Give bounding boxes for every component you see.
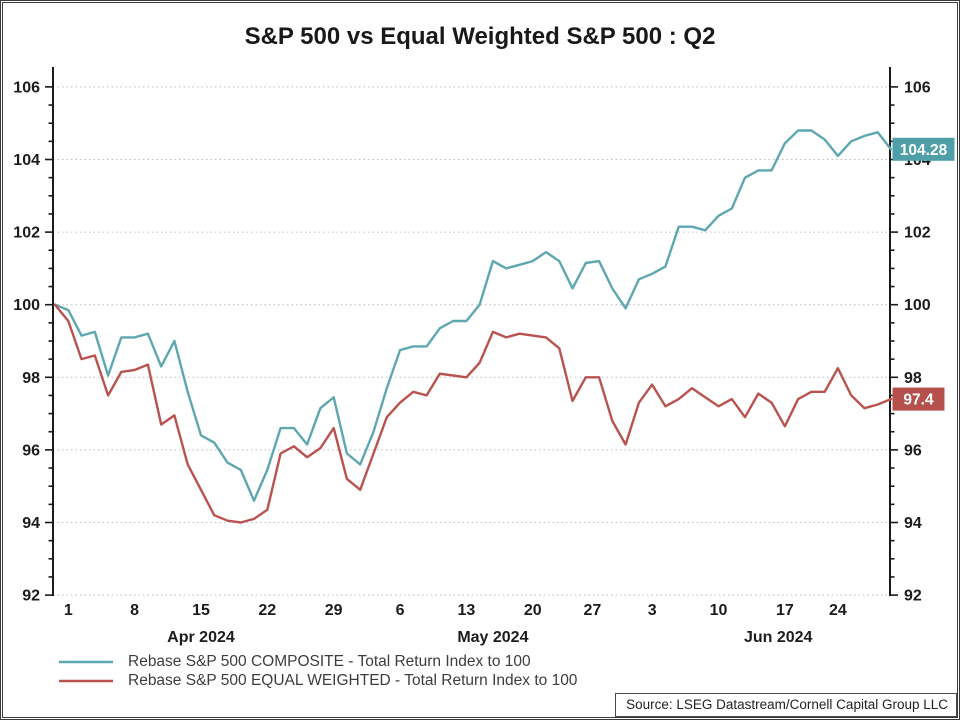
y-axes <box>52 67 891 596</box>
svg-text:Jun 2024: Jun 2024 <box>744 629 813 646</box>
svg-text:104.28: 104.28 <box>900 142 948 159</box>
svg-text:106: 106 <box>13 79 40 96</box>
svg-text:May 2024: May 2024 <box>457 629 528 646</box>
svg-text:102: 102 <box>13 225 40 242</box>
end-value-badge-composite: 104.28 <box>892 137 955 161</box>
legend-label-equal-weighted: Rebase S&P 500 EQUAL WEIGHTED - Total Re… <box>128 671 578 689</box>
end-value-badge-equal-weighted: 97.4 <box>892 387 945 411</box>
svg-text:92: 92 <box>22 588 40 605</box>
chart-title: S&P 500 vs Equal Weighted S&P 500 : Q2 <box>244 23 716 50</box>
svg-text:15: 15 <box>192 602 210 619</box>
source-attribution: Source: LSEG Datastream/Cornell Capital … <box>615 693 957 717</box>
legend-label-composite: Rebase S&P 500 COMPOSITE - Total Return … <box>128 652 531 670</box>
svg-text:100: 100 <box>904 297 931 314</box>
svg-text:1: 1 <box>64 602 73 619</box>
svg-text:102: 102 <box>904 225 931 242</box>
svg-text:100: 100 <box>13 297 40 314</box>
svg-text:27: 27 <box>584 602 602 619</box>
chart-legend: Rebase S&P 500 COMPOSITE - Total Return … <box>58 652 577 690</box>
svg-text:8: 8 <box>130 602 139 619</box>
gridlines <box>53 86 890 596</box>
legend-swatch-composite-icon <box>59 660 113 663</box>
svg-text:106: 106 <box>904 79 931 96</box>
svg-text:92: 92 <box>904 588 922 605</box>
svg-text:10: 10 <box>710 602 728 619</box>
svg-text:96: 96 <box>22 442 40 459</box>
svg-text:3: 3 <box>648 602 657 619</box>
legend-swatch-equal-weighted-icon <box>59 679 113 682</box>
svg-text:94: 94 <box>22 515 40 532</box>
svg-text:24: 24 <box>829 602 847 619</box>
svg-text:13: 13 <box>457 602 475 619</box>
series-line-composite <box>53 129 893 502</box>
axis-ticks <box>45 86 898 596</box>
svg-text:98: 98 <box>22 370 40 387</box>
svg-text:17: 17 <box>776 602 794 619</box>
svg-text:Apr 2024: Apr 2024 <box>167 629 235 646</box>
svg-text:98: 98 <box>904 370 922 387</box>
svg-text:97.4: 97.4 <box>903 392 934 409</box>
svg-text:96: 96 <box>904 442 922 459</box>
svg-text:6: 6 <box>396 602 405 619</box>
svg-text:29: 29 <box>325 602 343 619</box>
legend-item-composite: Rebase S&P 500 COMPOSITE - Total Return … <box>58 652 577 671</box>
line-chart: 9292949496969898100100102102104104106106… <box>13 67 955 646</box>
svg-text:22: 22 <box>258 602 276 619</box>
x-tick-labels: 1 8 15 22 29 6 13 20 27 3 10 17 24 Apr 2024 May 2024 Ju… <box>64 602 847 646</box>
svg-text:20: 20 <box>524 602 542 619</box>
series-line-equal-weighted <box>53 303 893 524</box>
svg-text:94: 94 <box>904 515 922 532</box>
svg-text:104: 104 <box>13 152 40 169</box>
legend-item-equal-weighted: Rebase S&P 500 EQUAL WEIGHTED - Total Re… <box>58 671 577 690</box>
